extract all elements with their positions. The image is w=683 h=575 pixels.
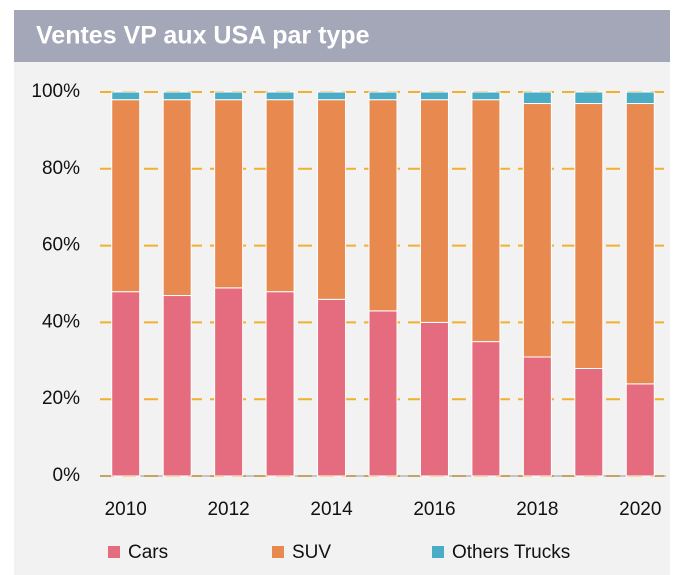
bar-segment: [317, 91, 347, 101]
y-tick-label: 40%: [42, 311, 80, 332]
x-tick-label: 2014: [310, 499, 353, 520]
bar-segment: [471, 91, 501, 101]
y-tick-label: 0%: [53, 465, 81, 486]
bar-segment: [522, 356, 552, 477]
x-tick-label: 2012: [207, 499, 249, 520]
y-tick-label: 100%: [31, 81, 80, 102]
bar-segment: [522, 91, 552, 105]
bar-segment: [265, 291, 295, 477]
legend-label: Others Trucks: [452, 542, 570, 563]
bar-segment: [111, 91, 141, 101]
bar-segment: [214, 99, 244, 289]
bar-segment: [522, 103, 552, 358]
bar-segment: [419, 321, 449, 477]
bar-segment: [162, 91, 192, 101]
bar-segment: [214, 287, 244, 477]
bar-segment: [214, 91, 244, 101]
bar-segment: [471, 99, 501, 343]
x-tick-label: 2016: [413, 499, 455, 520]
bar-segment: [265, 91, 295, 101]
bar-segment: [625, 383, 655, 477]
bar-segment: [574, 103, 604, 369]
bar-segment: [625, 91, 655, 105]
bar-segment: [574, 367, 604, 477]
legend-swatch: [432, 546, 444, 558]
bar-segment: [419, 91, 449, 101]
legend-label: SUV: [292, 542, 331, 563]
title-bar: [14, 10, 670, 62]
bar-segment: [368, 99, 398, 312]
bar-segment: [471, 341, 501, 477]
legend-swatch: [272, 546, 284, 558]
bar-segment: [368, 310, 398, 477]
chart-title: Ventes VP aux USA par type: [36, 22, 370, 50]
x-tick-label: 2018: [516, 499, 558, 520]
bar-segment: [317, 99, 347, 300]
bar-segment: [111, 291, 141, 477]
bar-segment: [265, 99, 295, 293]
y-tick-label: 20%: [42, 388, 80, 409]
y-tick-label: 80%: [42, 158, 80, 179]
bar-segment: [368, 91, 398, 101]
bar-segment: [162, 295, 192, 477]
bar-segment: [574, 91, 604, 105]
bar-segment: [111, 99, 141, 293]
bar-segment: [419, 99, 449, 323]
bar-segment: [162, 99, 192, 297]
legend-swatch: [108, 546, 120, 558]
y-tick-label: 60%: [42, 235, 80, 256]
x-tick-label: 2010: [105, 499, 147, 520]
legend-label: Cars: [128, 542, 168, 563]
bar-segment: [625, 103, 655, 385]
x-tick-label: 2020: [619, 499, 661, 520]
bar-segment: [317, 298, 347, 477]
